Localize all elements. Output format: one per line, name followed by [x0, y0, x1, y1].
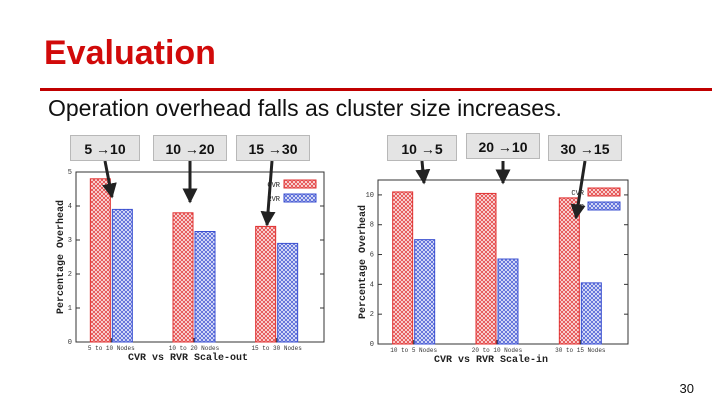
legend-label-rvr: RVR: [267, 196, 280, 204]
y-tick-label: 1: [68, 305, 72, 313]
chart-title: CVR vs RVR Scale-in: [434, 354, 548, 366]
x-tick-label: 5 to 10 Nodes: [88, 345, 135, 352]
y-axis-label: Percentage Overhead: [55, 200, 67, 314]
legend-swatch-cvr: [283, 179, 317, 189]
arrow-30-to-15: [570, 160, 587, 220]
x-tick-label: 15 to 30 Nodes: [251, 345, 302, 352]
y-tick-label: 0: [68, 339, 72, 347]
x-tick-label: 30 to 15 Nodes: [555, 347, 606, 354]
arrow-5-to-10: [102, 160, 117, 199]
y-tick-label: 4: [68, 203, 72, 211]
bar-cvr-0: [89, 178, 111, 343]
callout-10-to-20: 10 →20: [153, 135, 227, 161]
callout-20-to-10: 20 →10: [466, 133, 540, 159]
legend-swatch-cvr: [587, 187, 621, 197]
x-tick-label: 20 to 10 Nodes: [472, 347, 523, 354]
bar-rvr-1: [497, 258, 519, 345]
bar-rvr-0: [414, 239, 436, 345]
y-axis-label: Percentage Overhead: [357, 205, 369, 319]
bar-cvr-2: [558, 197, 580, 345]
x-tick-label: 10 to 20 Nodes: [169, 345, 220, 352]
y-tick-label: 5: [68, 169, 72, 177]
y-tick-label: 0: [370, 341, 374, 349]
page-number: 30: [679, 381, 694, 396]
y-tick-label: 6: [370, 252, 374, 260]
legend-swatch-rvr: [283, 193, 317, 203]
x-tick-label: 10 to 5 Nodes: [390, 347, 437, 354]
bar-rvr-0: [111, 208, 133, 343]
y-tick-label: 2: [370, 311, 374, 319]
bar-cvr-1: [475, 192, 497, 345]
y-tick-label: 4: [370, 281, 374, 289]
callout-15-to-30: 15 →30: [236, 135, 310, 161]
callout-30-to-15: 30 →15: [548, 135, 622, 161]
arrow-15-to-30: [260, 160, 276, 227]
bar-cvr-1: [172, 212, 194, 343]
callout-5-to-10: 5 →10: [70, 135, 140, 161]
slide-title: Evaluation: [44, 34, 216, 72]
bar-rvr-2: [277, 242, 299, 343]
bar-rvr-1: [194, 231, 216, 343]
chart-title: CVR vs RVR Scale-out: [128, 352, 248, 364]
legend-label-cvr: CVR: [571, 190, 584, 198]
bar-cvr-0: [392, 191, 414, 345]
scale-in-chart: 0 2 4 6 8 10 Percentage Overhead 10 to 5 Nodes 2…: [357, 179, 629, 366]
title-rule: [40, 88, 712, 91]
legend-label-cvr: CVR: [267, 182, 280, 190]
y-tick-label: 8: [370, 222, 374, 230]
arrow-10-to-5: [415, 160, 431, 185]
legend-swatch-rvr: [587, 201, 621, 211]
y-tick-label: 10: [366, 192, 374, 200]
bar-rvr-2: [580, 282, 602, 345]
slide-subtitle: Operation overhead falls as cluster size…: [48, 95, 562, 121]
callout-10-to-5: 10 →5: [387, 135, 457, 161]
scale-out-chart: 0 1 2 3 4 5 Percentage Overhead 5 to 10 Nodes 10…: [55, 169, 325, 364]
y-tick-label: 2: [68, 271, 72, 279]
y-tick-label: 3: [68, 237, 72, 245]
